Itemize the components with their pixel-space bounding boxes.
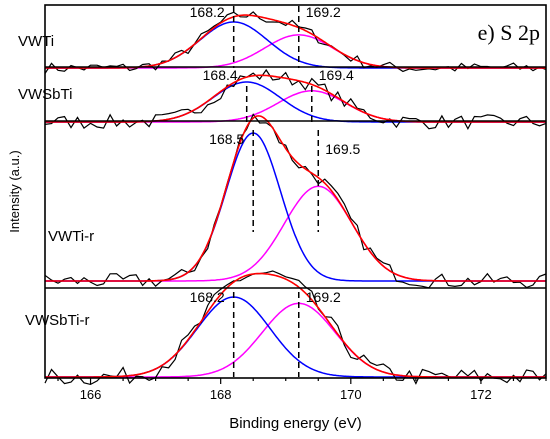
x-axis-label: Binding energy (eV) bbox=[229, 415, 362, 432]
fit-envelope-line bbox=[45, 74, 546, 123]
component-1-line bbox=[45, 81, 546, 123]
peak-label-1: 168.2 bbox=[190, 289, 225, 305]
spectrum-name: VWTi-r bbox=[48, 228, 94, 245]
panel-label: e) S 2p bbox=[478, 20, 540, 45]
component-1-line bbox=[45, 21, 546, 69]
spectrum-name: VWTi bbox=[18, 33, 54, 50]
plot-frame bbox=[44, 4, 547, 379]
x-tick-label: 166 bbox=[80, 387, 102, 402]
component-2-line bbox=[45, 90, 546, 123]
component-2-line bbox=[45, 302, 546, 378]
x-tick-label: 168 bbox=[210, 387, 232, 402]
component-2-line bbox=[45, 34, 546, 69]
spectrum-4: 168.2 169.2 VWSbTi-r bbox=[25, 270, 547, 386]
component-2-line bbox=[45, 185, 546, 282]
frame-layer: 166 168 170 172 bbox=[44, 4, 547, 402]
spectrum-3: 168.5 169.5 VWTi-r bbox=[44, 113, 547, 289]
spectrum-1: 168.2 169.2 VWTi bbox=[18, 4, 547, 74]
spectrum-name: VWSbTi-r bbox=[25, 312, 89, 329]
peak-label-2: 169.2 bbox=[306, 289, 341, 305]
peak-label-1: 168.2 bbox=[190, 4, 225, 20]
peak-label-1: 168.5 bbox=[209, 131, 244, 147]
fit-envelope-line bbox=[45, 115, 546, 282]
component-1-line bbox=[45, 296, 546, 378]
x-tick-label: 172 bbox=[470, 387, 492, 402]
peak-label-2: 169.2 bbox=[306, 4, 341, 20]
experimental-data-line bbox=[44, 270, 547, 386]
experimental-data-line bbox=[44, 113, 547, 289]
fit-envelope-line bbox=[45, 272, 546, 378]
experimental-data-line bbox=[44, 68, 547, 130]
y-axis-label: Intensity (a.u.) bbox=[7, 150, 22, 232]
experimental-data-line bbox=[44, 11, 547, 74]
component-1-line bbox=[45, 132, 546, 282]
peak-label-2: 169.5 bbox=[325, 141, 360, 157]
x-tick-label: 170 bbox=[340, 387, 362, 402]
peak-label-1: 168.4 bbox=[203, 67, 238, 83]
peak-label-2: 169.4 bbox=[319, 67, 354, 83]
